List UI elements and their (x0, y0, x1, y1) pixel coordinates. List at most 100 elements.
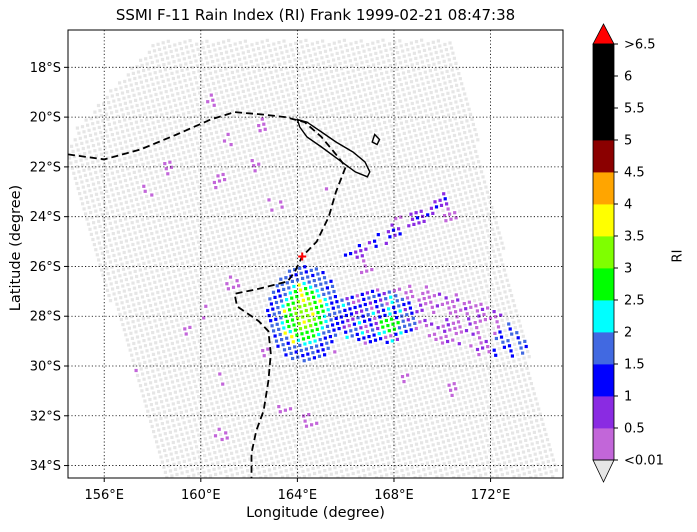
swath-point (170, 187, 174, 191)
swath-point (467, 339, 471, 343)
swath-point (399, 121, 403, 125)
swath-point (322, 198, 326, 203)
swath-point (379, 281, 383, 285)
swath-point (141, 240, 145, 244)
swath-point (235, 450, 239, 454)
swath-point (251, 86, 256, 91)
swath-point (417, 105, 421, 109)
swath-point (264, 436, 268, 440)
swath-point (235, 394, 239, 399)
swath-point (306, 181, 310, 185)
swath-point (226, 342, 230, 346)
swath-point (388, 102, 392, 106)
swath-point (466, 411, 470, 415)
swath-point (401, 474, 405, 478)
swath-point (143, 305, 147, 309)
swath-point (374, 437, 378, 441)
swath-point (454, 348, 458, 352)
swath-point (376, 155, 380, 160)
swath-point (522, 472, 526, 476)
swath-point (313, 52, 317, 56)
swath-point (151, 408, 155, 412)
swath-point (392, 421, 396, 425)
swath-point (467, 262, 471, 266)
swath-point (195, 81, 199, 85)
swath-point (364, 93, 368, 97)
swath-point (86, 222, 91, 226)
swath-point (424, 131, 428, 135)
swath-point (449, 465, 453, 470)
swath-point (340, 260, 344, 264)
swath-point (124, 294, 128, 298)
swath-point (175, 357, 179, 361)
swath-point (139, 135, 143, 140)
swath-point (132, 248, 136, 252)
swath-point (450, 222, 455, 226)
swath-point (491, 365, 496, 369)
swath-point (208, 281, 212, 285)
swath-point (381, 364, 385, 368)
swath-point (369, 113, 374, 117)
swath-point (364, 170, 368, 174)
swath-point (201, 239, 206, 243)
swath-point (255, 80, 259, 84)
swath-point (151, 253, 155, 257)
swath-point (407, 455, 411, 459)
swath-point (229, 297, 233, 301)
swath-point (246, 88, 250, 92)
swath-point (235, 411, 239, 415)
swath-point (142, 377, 146, 381)
swath-point (165, 304, 169, 308)
swath-point (183, 211, 187, 215)
swath-point (334, 46, 338, 50)
swath-point (375, 420, 379, 425)
swath-point (143, 360, 147, 364)
swath-point (302, 243, 306, 247)
swath-point (339, 83, 343, 88)
swath-point (321, 232, 325, 236)
swath-point (378, 182, 382, 186)
swath-point (279, 393, 283, 397)
swath-point (303, 171, 307, 175)
swath-point (249, 175, 254, 179)
swath-point (131, 242, 135, 247)
swath-point (206, 370, 210, 374)
swath-point (393, 426, 397, 430)
swath-point (441, 457, 445, 461)
swath-point (286, 148, 290, 152)
swath-point (386, 268, 391, 272)
swath-point (292, 439, 296, 443)
swath-point (145, 272, 149, 276)
swath-point (257, 68, 261, 72)
swath-point (303, 94, 307, 98)
swath-point (251, 258, 255, 262)
swath-point (372, 449, 376, 453)
swath-point (187, 342, 191, 346)
swath-point (142, 206, 147, 210)
swath-point (165, 227, 169, 231)
swath-point (273, 124, 277, 128)
swath-point (480, 324, 484, 328)
swath-point (214, 417, 218, 421)
swath-point (170, 397, 174, 401)
swath-point (102, 256, 106, 260)
swath-point (311, 218, 315, 222)
swath-point (193, 362, 197, 367)
swath-point (378, 67, 382, 71)
swath-point (201, 333, 205, 337)
swath-point (238, 460, 242, 464)
swath-point (157, 389, 161, 394)
swath-point (182, 95, 186, 99)
swath-point (217, 157, 221, 161)
swath-point (255, 118, 259, 123)
swath-point (131, 204, 135, 208)
swath-point (314, 74, 318, 78)
swath-point (246, 182, 250, 186)
swath-point (314, 438, 318, 442)
swath-point (351, 278, 355, 283)
swath-point (389, 86, 393, 90)
swath-point (246, 66, 250, 70)
swath-point (315, 443, 320, 447)
swath-point (310, 445, 314, 449)
swath-point (198, 361, 202, 365)
